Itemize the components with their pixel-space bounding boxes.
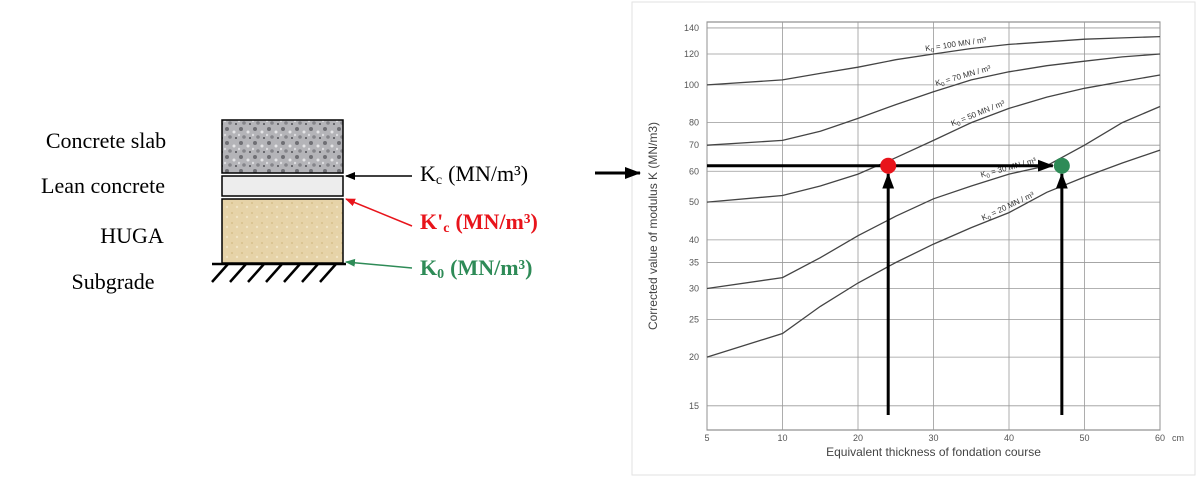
x-tick-label: 10 — [777, 433, 787, 443]
chart: 15 20 25 30 35 40 50 60 70 80 100 120 140 5 10 20 30 40 50… — [595, 21, 1184, 459]
y-tick-label: 120 — [684, 49, 699, 59]
subscript: c — [436, 173, 442, 188]
y-tick-label: 50 — [689, 197, 699, 207]
modulus-label: K0 (MN/m³) — [420, 255, 532, 282]
symbol: K' — [420, 209, 443, 234]
x-tick-label: 30 — [928, 433, 938, 443]
y-tick-label: 30 — [689, 284, 699, 294]
subscript: 0 — [437, 267, 444, 282]
concrete-slab — [221, 119, 344, 174]
layer-label: Lean concrete — [41, 173, 165, 198]
symbol: K — [420, 255, 437, 280]
y-tick-label: 60 — [689, 166, 699, 176]
subscript: 0 — [941, 82, 947, 89]
symbol: K — [980, 169, 988, 179]
symbol: K — [950, 118, 959, 129]
y-tick-label: 20 — [689, 352, 699, 362]
layer-label: HUGA — [100, 223, 164, 248]
lean-concrete — [221, 175, 344, 197]
arrow — [345, 198, 413, 227]
layer-label: Concrete slab — [46, 128, 166, 153]
subscript: 0 — [986, 173, 991, 180]
x-axis-label: Equivalent thickness of fondation course — [826, 445, 1041, 459]
x-tick-label: 5 — [704, 433, 709, 443]
point — [880, 157, 897, 174]
layer-labels: Concrete slab Lean concrete HUGA Subgrad… — [41, 128, 166, 294]
y-tick-label: 100 — [684, 80, 699, 90]
curve — [706, 53, 1161, 146]
unit: (MN/m³) — [450, 255, 532, 280]
x-tick-label: 50 — [1079, 433, 1089, 443]
symbol: K — [980, 212, 989, 223]
x-tick-label: 40 — [1004, 433, 1014, 443]
y-axis-label: Corrected value of modulus K (MN/m3) — [646, 122, 660, 330]
curve — [706, 149, 1161, 358]
subgrade-hatch — [211, 262, 346, 283]
symbol: K — [934, 78, 942, 88]
x-unit: cm — [1172, 433, 1184, 443]
arrow — [345, 258, 413, 269]
point — [1053, 157, 1070, 174]
unit: (MN/m³) — [455, 209, 537, 234]
curve — [706, 35, 1161, 86]
huga — [221, 198, 344, 264]
layer-label: Subgrade — [71, 269, 154, 294]
unit: (MN/m³) — [448, 161, 528, 186]
y-tick-label: 25 — [689, 314, 699, 324]
y-tick-label: 35 — [689, 257, 699, 267]
chart-frame — [631, 1, 1196, 476]
y-tick-label: 80 — [689, 118, 699, 128]
subscript: 0 — [931, 48, 936, 55]
curve — [706, 74, 1161, 203]
subscript: 0 — [956, 121, 962, 128]
y-tick-label: 70 — [689, 140, 699, 150]
x-tick-label: 60 — [1155, 433, 1165, 443]
y-tick-label: 15 — [689, 401, 699, 411]
symbol: K — [420, 161, 436, 186]
x-tick-label: 20 — [853, 433, 863, 443]
subscript: c — [443, 221, 449, 236]
subscript: 0 — [987, 215, 993, 222]
symbol: K — [925, 43, 932, 53]
y-tick-label: 140 — [684, 23, 699, 33]
modulus-label: Kc (MN/m³) — [420, 161, 528, 188]
curve — [706, 105, 1161, 290]
modulus-label: K'c (MN/m³) — [420, 209, 538, 236]
y-tick-label: 40 — [689, 235, 699, 245]
